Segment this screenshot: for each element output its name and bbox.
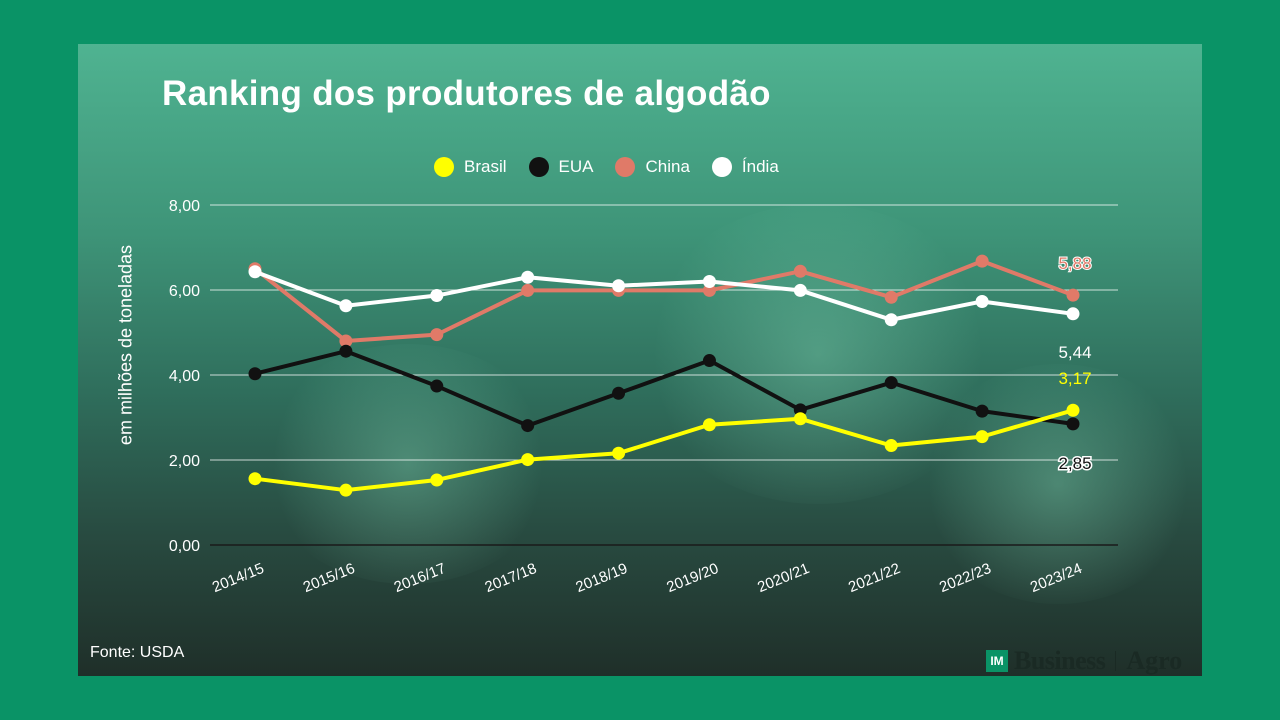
legend-item-china: China xyxy=(615,157,690,177)
data-point-brasil xyxy=(975,430,989,444)
brand-badge: IM xyxy=(986,650,1008,672)
background-glow xyxy=(638,204,998,504)
y-tick-label: 6,00 xyxy=(169,283,200,300)
x-tick-label: 2021/22 xyxy=(846,560,903,596)
data-point-india xyxy=(793,283,807,297)
legend: Brasil EUA China Índia xyxy=(434,154,779,180)
data-point-india xyxy=(884,313,898,327)
data-point-eua xyxy=(248,367,262,381)
data-point-brasil xyxy=(521,453,535,467)
y-tick-label: 0,00 xyxy=(169,538,200,555)
data-point-india xyxy=(702,275,716,288)
x-tick-label: 2015/16 xyxy=(301,560,358,596)
y-tick-label: 8,00 xyxy=(169,198,200,215)
data-point-india xyxy=(975,294,989,308)
y-axis-label: em milhões de toneladas xyxy=(115,244,136,446)
data-point-brasil xyxy=(884,439,898,453)
legend-marker-brasil xyxy=(434,157,454,177)
end-value-label-brasil: 3,17 xyxy=(1058,369,1091,388)
data-point-china xyxy=(793,264,807,278)
data-point-india xyxy=(1066,307,1080,321)
data-point-eua xyxy=(1066,417,1080,431)
brand-divider xyxy=(1115,651,1117,671)
series-line-china xyxy=(253,259,1075,343)
data-point-china xyxy=(702,283,716,297)
end-value-label-eua: 2,85 xyxy=(1058,454,1091,473)
brand-sub: Agro xyxy=(1126,646,1183,675)
data-point-china xyxy=(884,290,898,304)
data-point-eua xyxy=(884,376,898,390)
data-point-brasil xyxy=(430,473,444,487)
legend-item-india: Índia xyxy=(711,157,779,177)
data-point-brasil xyxy=(612,446,626,460)
data-point-china xyxy=(521,283,535,297)
x-tick-label: 2020/21 xyxy=(755,560,812,596)
legend-label-india: Índia xyxy=(741,157,779,176)
x-tick-label: 2023/24 xyxy=(1028,560,1085,596)
data-point-brasil xyxy=(339,483,353,497)
legend-marker-eua xyxy=(528,157,549,177)
data-point-india xyxy=(612,279,626,293)
data-point-india xyxy=(339,299,353,313)
data-point-china xyxy=(430,328,444,342)
legend-item-brasil: Brasil xyxy=(434,157,507,177)
chart-panel xyxy=(78,44,1202,676)
legend-marker-india xyxy=(711,157,732,177)
x-tick-label: 2017/18 xyxy=(483,560,540,596)
brand-logo: IM Business Agro xyxy=(986,646,1182,676)
legend-label-eua: EUA xyxy=(558,157,594,176)
data-point-eua xyxy=(612,386,626,400)
series-line-brasil xyxy=(253,408,1075,493)
y-tick-label: 4,00 xyxy=(169,368,200,385)
legend-item-eua: EUA xyxy=(528,157,594,177)
data-point-eua xyxy=(702,354,716,368)
data-point-eua xyxy=(975,404,989,418)
data-point-china xyxy=(339,334,353,348)
x-tick-label: 2014/15 xyxy=(210,560,267,596)
data-point-eua xyxy=(793,403,807,417)
data-point-brasil xyxy=(248,472,262,486)
source-note: Fonte: USDA xyxy=(90,644,185,661)
end-value-label-india: 5,44 xyxy=(1058,343,1091,362)
data-point-brasil xyxy=(793,412,807,426)
legend-label-brasil: Brasil xyxy=(464,157,507,176)
legend-label-china: China xyxy=(645,157,690,176)
data-point-eua xyxy=(430,379,444,393)
data-point-india xyxy=(521,270,535,284)
data-point-india xyxy=(248,265,262,279)
legend-marker-china xyxy=(615,157,636,177)
data-point-eua xyxy=(339,344,353,358)
data-point-china xyxy=(975,254,989,268)
y-tick-label: 2,00 xyxy=(169,453,200,470)
x-tick-label: 2022/23 xyxy=(937,560,994,596)
brand-name: Business xyxy=(1014,646,1106,675)
chart-title: Ranking dos produtores de algodão xyxy=(162,74,771,113)
data-point-china xyxy=(1066,288,1080,302)
data-point-brasil xyxy=(702,418,716,432)
x-tick-label: 2019/20 xyxy=(664,560,721,596)
series-line-india xyxy=(253,269,1075,322)
x-tick-label: 2016/17 xyxy=(392,560,449,596)
data-point-india xyxy=(430,289,444,303)
end-value-label-china: 5,88 xyxy=(1058,254,1091,273)
data-point-eua xyxy=(521,419,535,433)
data-point-brasil xyxy=(1066,403,1080,417)
x-tick-label: 2018/19 xyxy=(573,560,630,596)
series-line-eua xyxy=(253,349,1075,428)
